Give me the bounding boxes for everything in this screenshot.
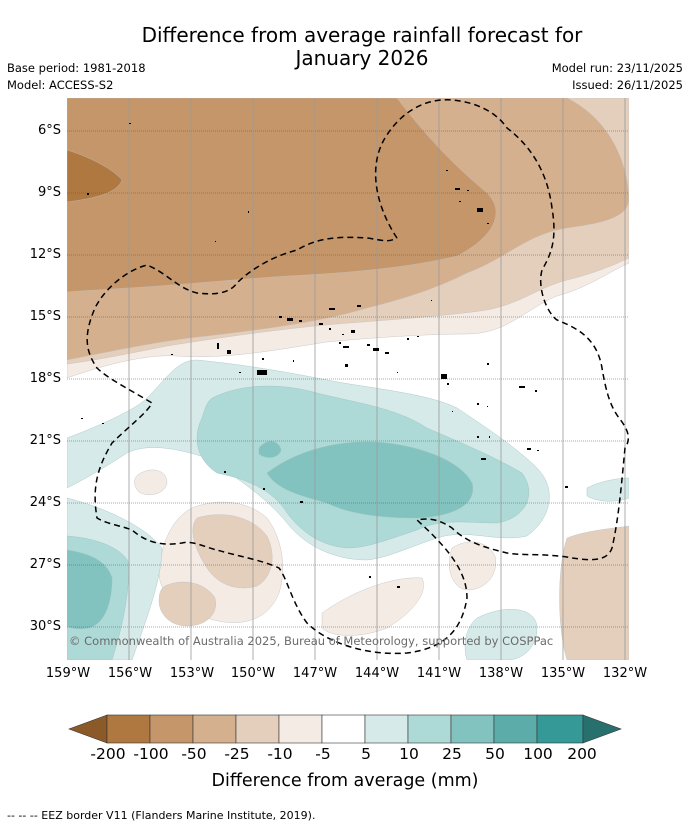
colorbar-label-m10: -10 <box>267 745 293 763</box>
colorbar-swatch-12 <box>582 714 622 744</box>
contour-wet-25 <box>266 441 473 519</box>
colorbar-label-100: 100 <box>523 745 553 763</box>
colorbar-swatch-8 <box>407 714 452 744</box>
contour-dry-small <box>134 469 168 495</box>
colorbar <box>68 714 622 744</box>
colorbar-swatch-10 <box>493 714 538 744</box>
colorbar-swatch-4 <box>235 714 280 744</box>
lon-label-135w: 135°W <box>540 666 586 681</box>
colorbar-swatch-7 <box>364 714 409 744</box>
lon-label-156w: 156°W <box>107 666 153 681</box>
meta-left: Base period: 1981-2018 Model: ACCESS-S2 <box>7 60 146 94</box>
lon-label-144w: 144°W <box>354 666 400 681</box>
lat-label-6s: 6°S <box>37 123 61 138</box>
colorbar-label-25: 25 <box>442 745 462 763</box>
contour-dry-south-6 <box>449 541 496 591</box>
lon-label-150w: 150°W <box>230 666 276 681</box>
map-title-line2: January 2026 <box>295 46 429 70</box>
colorbar-swatch-2 <box>149 714 194 744</box>
contour-dry-100 <box>67 98 497 293</box>
contour-dry-south-5 <box>559 525 629 660</box>
lat-label-30s: 30°S <box>29 619 61 634</box>
map-title: Difference from average rainfall forecas… <box>0 24 690 70</box>
contour-dry-200 <box>67 149 123 203</box>
colorbar-swatch-0 <box>68 714 108 744</box>
colorbar-swatch-5 <box>278 714 323 744</box>
model-run: Model run: 23/11/2025 <box>551 61 683 75</box>
model-name: Model: ACCESS-S2 <box>7 78 114 92</box>
contour-wet-25-sw <box>67 549 113 630</box>
colorbar-label-m25: -25 <box>224 745 250 763</box>
lat-label-18s: 18°S <box>29 371 61 386</box>
map-svg <box>67 98 629 660</box>
contour-wet-25-small <box>258 441 282 458</box>
lon-label-141w: 141°W <box>416 666 462 681</box>
lon-label-138w: 138°W <box>478 666 524 681</box>
lon-label-132w: 132°W <box>602 666 648 681</box>
contour-dry-south-3 <box>158 581 216 627</box>
lon-label-147w: 147°W <box>292 666 338 681</box>
islands <box>81 123 568 588</box>
colorbar-swatch-9 <box>450 714 495 744</box>
lon-label-159w: 159°W <box>45 666 91 681</box>
colorbar-swatch-3 <box>192 714 237 744</box>
colorbar-label-m5: -5 <box>315 745 331 763</box>
colorbar-swatch-11 <box>536 714 584 744</box>
colorbar-label-m100: -100 <box>133 745 169 763</box>
lon-label-153w: 153°W <box>169 666 215 681</box>
issued-date: Issued: 26/11/2025 <box>572 78 683 92</box>
meta-right: Model run: 23/11/2025 Issued: 26/11/2025 <box>552 60 683 94</box>
lat-label-15s: 15°S <box>29 309 61 324</box>
base-period: Base period: 1981-2018 <box>7 61 146 75</box>
colorbar-swatch-6 <box>321 714 366 744</box>
colorbar-label-m50: -50 <box>181 745 207 763</box>
lat-label-12s: 12°S <box>29 247 61 262</box>
copyright-notice: © Commonwealth of Australia 2025, Bureau… <box>69 634 554 648</box>
colorbar-title: Difference from average (mm) <box>211 771 479 791</box>
eez-footnote: -- -- -- EEZ border V11 (Flanders Marine… <box>7 809 316 822</box>
lat-label-24s: 24°S <box>29 495 61 510</box>
colorbar-swatch-1 <box>106 714 151 744</box>
colorbar-label-10: 10 <box>399 745 419 763</box>
contour-wet-5-e <box>586 477 629 502</box>
eez-border <box>86 99 629 655</box>
meridians <box>128 98 626 660</box>
contour-dry-south-2 <box>192 514 273 589</box>
rainfall-map <box>67 98 629 660</box>
graticule <box>67 130 629 628</box>
colorbar-label-50: 50 <box>485 745 505 763</box>
colorbar-label-5: 5 <box>361 745 371 763</box>
colorbar-label-200: 200 <box>567 745 597 763</box>
contour-dry-south-4 <box>321 577 424 636</box>
lat-label-21s: 21°S <box>29 433 61 448</box>
lat-label-27s: 27°S <box>29 557 61 572</box>
map-title-line1: Difference from average rainfall forecas… <box>141 23 583 47</box>
colorbar-label-m200: -200 <box>90 745 126 763</box>
lat-label-9s: 9°S <box>37 185 61 200</box>
